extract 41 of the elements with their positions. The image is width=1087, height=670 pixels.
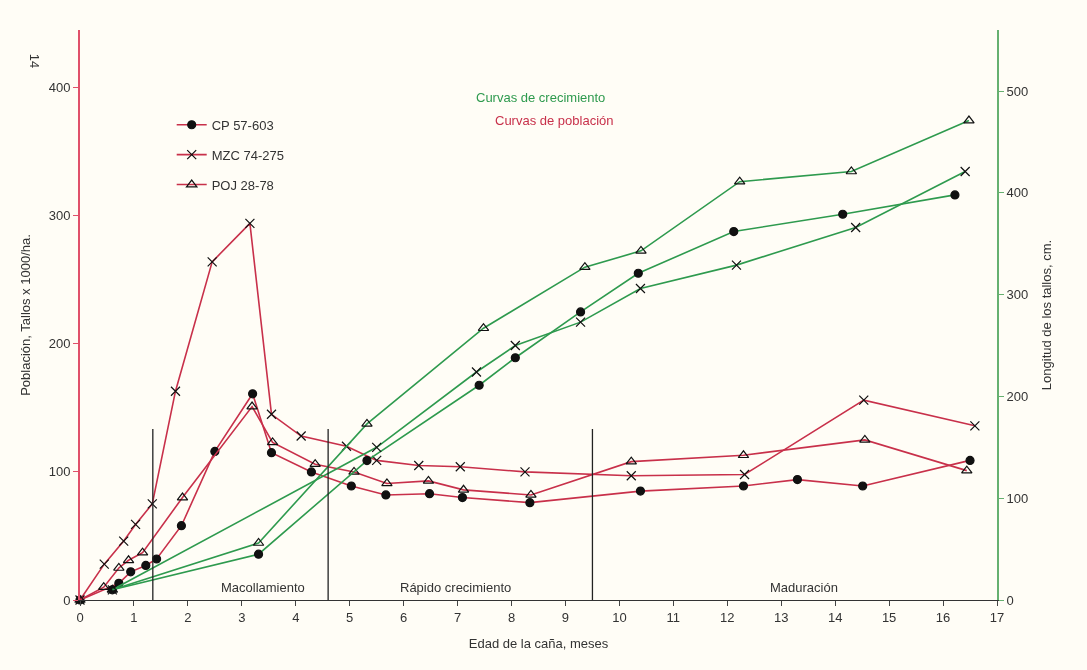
x-axis-title: Edad de la caña, meses (468, 636, 609, 652)
annotation: Macollamiento (221, 580, 305, 595)
legend-label: MZC 74-275 (211, 147, 284, 163)
x-tick-label: 13 (774, 609, 789, 625)
x-tick-label: 14 (827, 609, 843, 625)
y-tick-label: 200 (48, 336, 71, 352)
text: 14 (27, 53, 43, 69)
y-tick-label: 400 (48, 80, 71, 96)
x-tick-label: 0 (76, 609, 84, 625)
y-tick-label: 0 (63, 592, 71, 608)
y2-tick-label: 100 (1006, 490, 1029, 506)
x-tick-label: 6 (400, 609, 408, 625)
legend-label: POJ 28-78 (211, 177, 274, 193)
y-axis-title: Población, Tallos x 1000/ha. (18, 234, 34, 396)
x-tick-label: 17 (989, 609, 1005, 625)
x-tick-label: 10 (612, 609, 627, 625)
y2-tick-label: 400 (1006, 185, 1029, 201)
y2-tick-label: 0 (1006, 592, 1014, 608)
y-tick-label: 300 (48, 208, 71, 224)
x-tick-label: 1 (130, 609, 138, 625)
x-tick-label: 12 (720, 609, 735, 625)
x-tick-label: 3 (238, 609, 246, 625)
x-tick-label: 7 (453, 609, 462, 625)
x-tick-label: 11 (666, 609, 681, 625)
y2-axis-title: Longitud de los tallos, cm. (1039, 239, 1055, 391)
x-tick-label: 8 (507, 609, 516, 625)
annotation: Maduración (770, 580, 838, 595)
annotation: Rápido crecimiento (400, 580, 512, 595)
x-tick-label: 4 (292, 609, 300, 625)
legend-label: CP 57-603 (211, 117, 274, 133)
x-tick-label: 15 (881, 609, 897, 625)
annotation: Curvas de crecimiento (476, 90, 606, 105)
annotation: Curvas de población (495, 113, 614, 128)
y2-tick-label: 300 (1006, 287, 1029, 303)
x-tick-label: 2 (184, 609, 192, 625)
y-tick-label: 100 (48, 464, 71, 480)
y2-tick-label: 500 (1006, 83, 1029, 99)
y2-tick-label: 200 (1006, 388, 1029, 404)
x-tick-label: 9 (561, 609, 570, 625)
x-tick-label: 5 (346, 609, 354, 625)
x-tick-label: 16 (935, 609, 951, 625)
